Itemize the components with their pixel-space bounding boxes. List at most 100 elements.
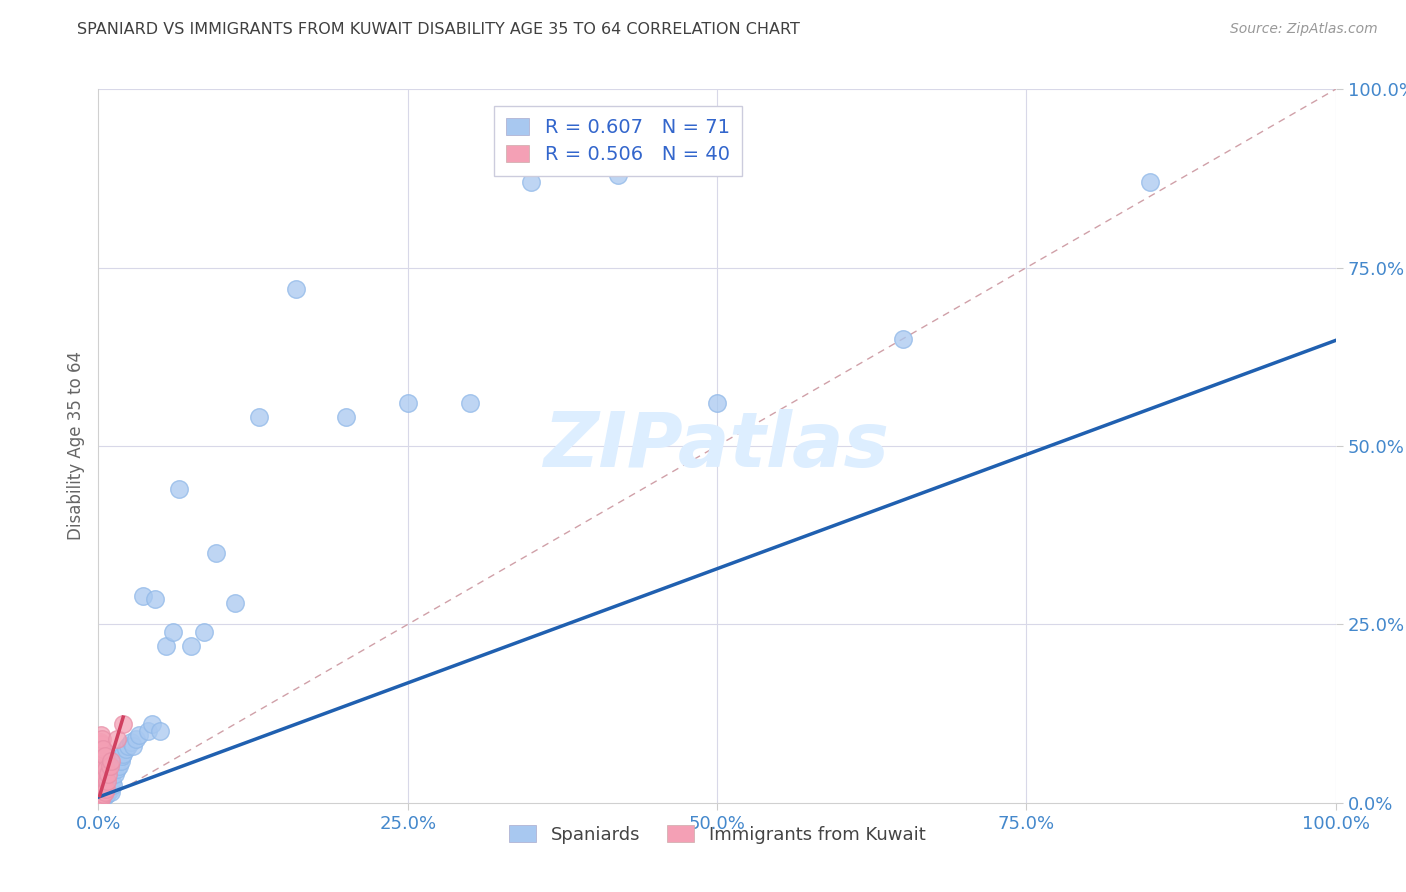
Point [110, 755, 132, 769]
Point [114, 742, 136, 756]
Point [136, 724, 159, 739]
Point [91, 769, 114, 783]
Point [94, 762, 117, 776]
Point [117, 739, 139, 753]
Point [89, 735, 111, 749]
Text: Source: ZipAtlas.com: Source: ZipAtlas.com [1230, 22, 1378, 37]
Point [90, 789, 112, 803]
Point [90, 764, 112, 778]
Point [93, 769, 115, 783]
Point [132, 589, 155, 603]
Point [91, 731, 114, 746]
Point [90, 787, 112, 801]
Point [1139, 175, 1161, 189]
Point [104, 756, 127, 771]
Point [93, 762, 115, 776]
Point [93, 780, 115, 794]
Point [89, 783, 111, 797]
Point [193, 624, 215, 639]
Point [90, 781, 112, 796]
Point [97, 769, 120, 783]
Point [93, 787, 115, 801]
Text: SPANIARD VS IMMIGRANTS FROM KUWAIT DISABILITY AGE 35 TO 64 CORRELATION CHART: SPANIARD VS IMMIGRANTS FROM KUWAIT DISAB… [77, 22, 800, 37]
Point [89, 742, 111, 756]
Legend: Spaniards, Immigrants from Kuwait: Spaniards, Immigrants from Kuwait [502, 818, 932, 851]
Point [141, 717, 163, 731]
Point [89, 792, 111, 806]
Point [891, 332, 914, 346]
Point [94, 781, 117, 796]
Point [90, 755, 112, 769]
Point [107, 755, 129, 769]
Point [607, 168, 630, 182]
Point [89, 756, 111, 771]
Point [93, 756, 115, 771]
Point [458, 396, 481, 410]
Point [247, 410, 270, 425]
Point [105, 762, 128, 776]
Point [89, 778, 111, 792]
Point [91, 756, 114, 771]
Point [93, 789, 115, 803]
Point [93, 769, 115, 783]
Point [335, 410, 357, 425]
Point [98, 758, 121, 772]
Point [143, 592, 166, 607]
Point [91, 789, 114, 803]
Point [94, 776, 117, 790]
Point [94, 787, 117, 801]
Point [91, 787, 114, 801]
Point [100, 785, 122, 799]
Point [520, 175, 543, 189]
Point [90, 756, 112, 771]
Point [100, 755, 122, 769]
Point [149, 724, 172, 739]
Point [89, 778, 111, 792]
Point [93, 749, 115, 764]
Point [93, 785, 115, 799]
Point [96, 764, 118, 778]
Point [91, 742, 114, 756]
Point [90, 771, 112, 785]
Point [103, 767, 125, 781]
Point [90, 737, 112, 751]
Point [89, 764, 111, 778]
Point [94, 764, 117, 778]
Point [155, 639, 177, 653]
Point [108, 758, 131, 772]
Point [105, 731, 128, 746]
Point [91, 780, 114, 794]
Point [93, 742, 115, 756]
Point [396, 396, 419, 410]
Point [96, 787, 118, 801]
Text: ZIPatlas: ZIPatlas [544, 409, 890, 483]
Point [98, 783, 121, 797]
Point [89, 789, 111, 803]
Point [93, 789, 115, 803]
Point [180, 639, 202, 653]
Point [89, 789, 111, 803]
Point [93, 753, 115, 767]
Point [112, 717, 135, 731]
Point [89, 764, 111, 778]
Point [89, 749, 111, 764]
Point [90, 728, 112, 742]
Point [96, 778, 118, 792]
Point [90, 746, 112, 760]
Point [120, 735, 142, 749]
Point [122, 739, 145, 753]
Point [91, 767, 114, 781]
Point [101, 774, 124, 789]
Point [89, 771, 111, 785]
Point [224, 596, 246, 610]
Point [91, 756, 114, 771]
Point [103, 764, 125, 778]
Point [93, 769, 115, 783]
Point [100, 772, 122, 787]
Point [90, 780, 112, 794]
Point [162, 624, 184, 639]
Point [97, 783, 120, 797]
Point [103, 778, 125, 792]
Point [128, 728, 150, 742]
Point [93, 776, 115, 790]
